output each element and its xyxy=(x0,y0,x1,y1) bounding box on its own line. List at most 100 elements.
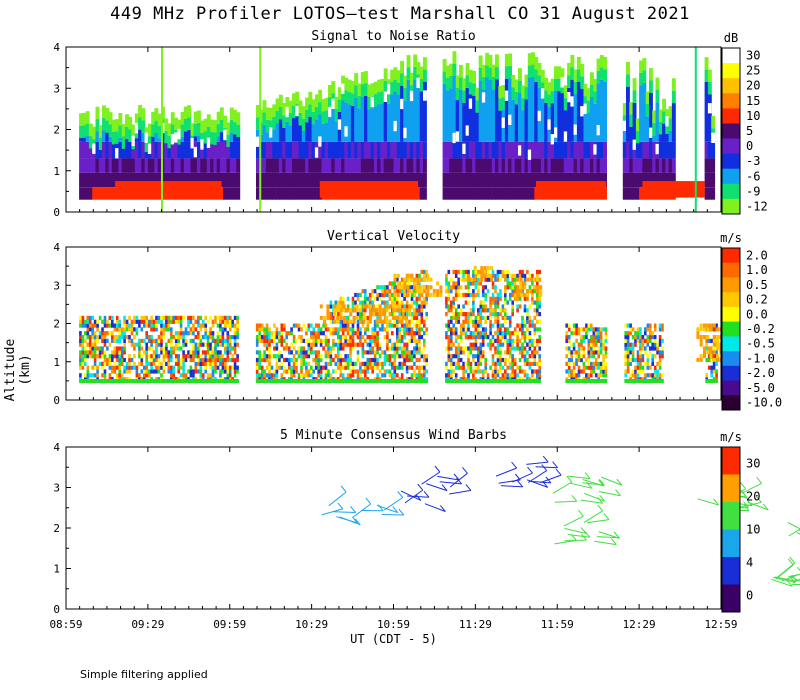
wind-colorbar-swatch xyxy=(722,502,740,530)
snr-cell xyxy=(308,91,313,105)
vv-cell xyxy=(400,277,404,282)
snr-cell xyxy=(324,158,329,173)
vv-cell xyxy=(189,373,193,378)
vv-base xyxy=(283,379,286,383)
vv-cell xyxy=(536,269,539,275)
vv-cell xyxy=(641,338,645,343)
vv-cell xyxy=(511,354,514,359)
vv-cell xyxy=(582,350,586,355)
vv-base xyxy=(604,379,608,383)
snr-cell xyxy=(658,172,663,188)
vv-cell xyxy=(506,342,510,347)
vv-cell xyxy=(221,354,225,359)
snr-cell xyxy=(599,79,604,142)
vv-cell xyxy=(639,342,642,347)
vv-blob xyxy=(349,319,353,324)
snr-cell xyxy=(134,138,139,142)
snr-cell xyxy=(85,187,90,200)
snr-cell xyxy=(590,84,594,97)
wind-barb-feather xyxy=(555,468,562,476)
vv-cell xyxy=(275,357,279,363)
vv-cell xyxy=(626,323,630,328)
snr-cell xyxy=(550,103,555,142)
vv-cell xyxy=(491,338,495,343)
vv-cell xyxy=(715,361,718,366)
snr-cell xyxy=(164,118,169,131)
vv-cell xyxy=(469,319,473,324)
vv-cell xyxy=(489,296,492,301)
snr-cell xyxy=(177,172,182,188)
vv-cell xyxy=(81,342,85,347)
snr-cell xyxy=(229,187,234,200)
snr-hole xyxy=(177,128,182,140)
vv-cell xyxy=(599,369,603,374)
vv-cell xyxy=(81,338,85,343)
vv-cell xyxy=(182,331,185,336)
snr-cell xyxy=(203,118,208,132)
vv-cell xyxy=(489,365,492,370)
snr-cell xyxy=(308,104,313,117)
vv-cell xyxy=(157,369,161,374)
snr-cell xyxy=(318,158,323,173)
vv-cell xyxy=(170,346,173,351)
snr-cell xyxy=(521,85,526,98)
vv-cell xyxy=(157,354,161,359)
x-tick-label: 10:59 xyxy=(377,618,410,631)
vv-cell xyxy=(356,312,360,317)
vv-base xyxy=(597,379,600,383)
vv-cell xyxy=(400,292,404,298)
vv-cell xyxy=(418,346,421,351)
vv-cell xyxy=(457,285,460,290)
vv-cell xyxy=(641,342,645,347)
snr-cell xyxy=(396,95,401,142)
snr-cell xyxy=(229,107,234,120)
vv-cell xyxy=(224,361,227,366)
vv-cell xyxy=(339,319,343,324)
snr-cell xyxy=(639,72,643,86)
vv-cell xyxy=(504,312,507,317)
vv-cell xyxy=(197,354,200,359)
snr-cell xyxy=(298,112,303,126)
vv-base xyxy=(459,379,463,383)
snr-cell xyxy=(154,133,159,142)
vv-cell xyxy=(499,327,502,332)
wind-barb-feather xyxy=(434,465,441,473)
vv-cell xyxy=(366,335,370,340)
vv-cell xyxy=(403,357,406,363)
snr-cell xyxy=(180,136,185,142)
snr-cell xyxy=(82,112,87,126)
snr-cell xyxy=(491,89,496,142)
vv-cell xyxy=(268,338,271,343)
vv-cell xyxy=(516,296,519,301)
snr-cell xyxy=(652,172,657,188)
vv-blob xyxy=(406,292,410,297)
vv-cell xyxy=(398,312,401,317)
vv-cell xyxy=(351,338,355,343)
wind-barb xyxy=(568,475,591,480)
snr-cell xyxy=(278,158,283,173)
snr-cell xyxy=(226,122,231,135)
snr-cell xyxy=(308,187,313,200)
vv-cell xyxy=(130,342,134,347)
vv-cell xyxy=(405,357,409,363)
vv-blob xyxy=(473,277,477,282)
vv-base xyxy=(533,379,537,383)
snr-cell xyxy=(599,158,604,173)
vv-blob xyxy=(413,277,417,282)
snr-cell xyxy=(485,158,490,173)
snr-cell xyxy=(498,110,503,142)
vv-cell xyxy=(447,292,451,298)
footnote: Simple filtering applied xyxy=(80,668,208,681)
vv-cell xyxy=(590,346,593,351)
snr-cell xyxy=(534,69,539,82)
vv-cell xyxy=(653,365,657,370)
vv-cell xyxy=(280,335,284,340)
vv-cell xyxy=(459,269,463,275)
vv-cell xyxy=(504,361,507,366)
vv-cell xyxy=(631,350,635,355)
vv-cell xyxy=(457,315,460,320)
vv-cell xyxy=(597,350,600,355)
vv-cell xyxy=(538,346,541,351)
vv-blob xyxy=(406,285,410,290)
snr-cell xyxy=(364,172,368,188)
